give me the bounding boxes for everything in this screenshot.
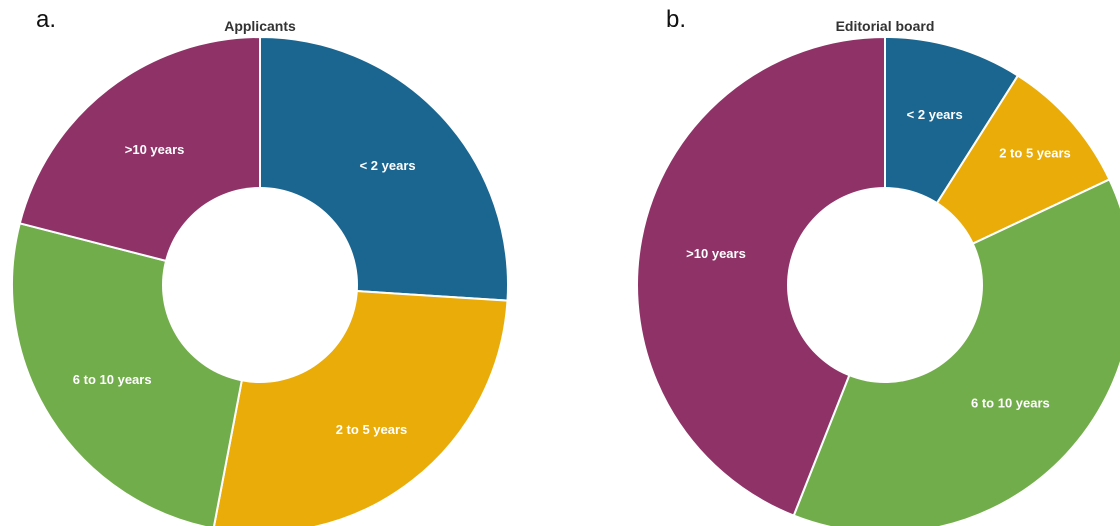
slice-label-2-years: < 2 years <box>907 107 963 122</box>
slice-label-6-to-10-years: 6 to 10 years <box>971 396 1050 411</box>
chart-title-applicants: Applicants <box>224 18 296 34</box>
donut-hole <box>162 187 358 383</box>
panel-label-a: a. <box>36 6 57 33</box>
slice-label-2-to-5-years: 2 to 5 years <box>336 422 408 437</box>
slice-label-2-to-5-years: 2 to 5 years <box>999 146 1071 161</box>
slice-label-10-years: >10 years <box>125 142 185 157</box>
chart-title-editorial-board: Editorial board <box>836 18 935 34</box>
slice-label-10-years: >10 years <box>686 246 746 261</box>
slice-label-6-to-10-years: 6 to 10 years <box>73 372 152 387</box>
editorial-board-donut-chart: Editorial board < 2 years 2 to 5 years 6 t… <box>636 18 1120 526</box>
slice-10-years <box>636 35 886 517</box>
applicants-donut-chart: Applicants < 2 years 2 to 5 years 6 to 10 … <box>11 18 509 526</box>
panel-label-b: b. <box>666 6 687 33</box>
slice-6-to-10-years <box>792 178 1120 526</box>
slice-label-2-years: < 2 years <box>360 158 416 173</box>
donut-hole <box>787 187 983 383</box>
